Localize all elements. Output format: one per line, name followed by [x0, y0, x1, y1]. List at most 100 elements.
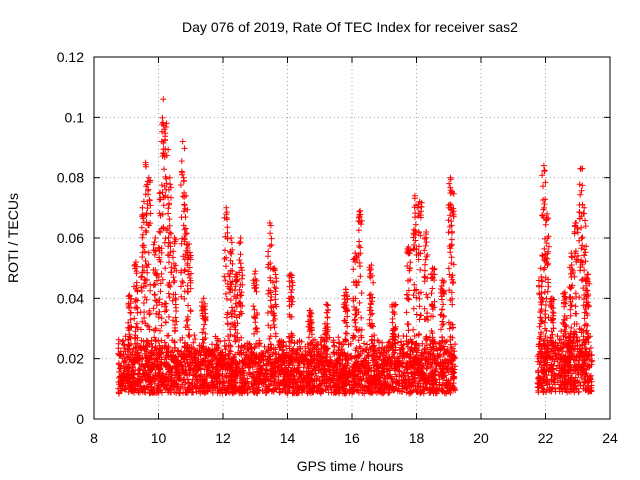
data-point — [573, 219, 580, 226]
data-point — [431, 338, 438, 345]
data-point — [424, 385, 431, 392]
data-point — [158, 337, 165, 344]
data-point — [577, 191, 584, 198]
data-point — [183, 345, 190, 352]
data-point — [311, 353, 318, 360]
data-point — [302, 343, 309, 350]
data-point — [558, 384, 565, 391]
data-point — [115, 336, 122, 343]
data-point — [138, 284, 145, 291]
data-point — [202, 330, 209, 337]
data-point — [125, 353, 132, 360]
data-point — [568, 338, 574, 345]
data-point — [331, 364, 338, 371]
data-point — [157, 366, 164, 373]
data-point — [572, 356, 579, 363]
data-point — [578, 245, 585, 252]
data-point — [187, 369, 194, 376]
data-point — [125, 319, 132, 326]
data-point — [541, 386, 548, 393]
data-point — [452, 363, 459, 370]
data-point — [421, 247, 428, 254]
data-point — [542, 361, 549, 368]
data-point — [306, 312, 313, 319]
data-point — [449, 382, 456, 389]
data-point — [155, 386, 162, 393]
data-point — [342, 336, 349, 343]
data-point — [162, 146, 169, 152]
data-point — [376, 353, 383, 359]
data-point — [423, 291, 430, 298]
data-point — [428, 364, 435, 371]
data-point — [146, 197, 153, 204]
data-point — [238, 344, 245, 351]
data-point — [205, 346, 212, 353]
data-point — [411, 287, 418, 294]
data-point — [225, 333, 231, 340]
data-point — [578, 235, 585, 242]
data-point — [288, 272, 295, 279]
data-point — [115, 385, 122, 392]
data-point — [214, 383, 221, 390]
data-point — [185, 268, 192, 275]
data-point — [541, 319, 548, 326]
data-point — [354, 360, 360, 367]
data-point — [344, 373, 350, 380]
data-point — [183, 317, 190, 324]
data-point — [201, 306, 208, 313]
data-point — [565, 376, 572, 383]
data-point — [368, 344, 375, 351]
data-point — [224, 385, 231, 391]
data-point — [180, 367, 187, 374]
data-point — [547, 354, 554, 361]
data-point — [389, 327, 396, 334]
data-point — [582, 249, 589, 256]
data-point — [393, 379, 400, 386]
data-point — [352, 323, 359, 330]
data-point — [330, 369, 337, 376]
data-point — [358, 377, 365, 384]
data-point — [235, 343, 242, 350]
data-point — [242, 380, 248, 387]
data-point — [572, 248, 579, 255]
data-point — [298, 371, 304, 378]
data-point — [165, 290, 172, 297]
data-point — [181, 226, 188, 233]
data-point — [267, 341, 274, 348]
data-point — [247, 363, 253, 370]
data-point — [236, 257, 243, 263]
data-point — [445, 360, 452, 366]
data-point — [568, 324, 575, 331]
data-point — [300, 364, 307, 371]
data-point — [358, 217, 365, 224]
data-point — [426, 381, 433, 388]
data-point — [286, 384, 293, 391]
data-point — [571, 273, 578, 280]
data-point — [181, 356, 188, 363]
data-point — [254, 328, 261, 335]
data-point — [144, 371, 151, 378]
data-point — [347, 340, 354, 347]
data-point — [320, 370, 327, 377]
data-point — [304, 390, 311, 397]
data-point — [369, 320, 375, 327]
data-point — [282, 386, 289, 393]
data-point — [186, 379, 193, 386]
data-point — [382, 376, 389, 383]
data-point — [160, 96, 167, 103]
data-point — [553, 352, 560, 359]
data-point — [221, 337, 228, 344]
data-point — [158, 315, 165, 322]
data-point — [419, 340, 426, 347]
data-point — [436, 340, 443, 347]
data-point — [197, 376, 204, 383]
data-point — [162, 124, 169, 130]
data-point — [369, 298, 375, 305]
data-point — [277, 355, 284, 362]
data-point — [214, 363, 221, 370]
data-point — [350, 386, 357, 393]
data-point — [424, 378, 431, 384]
data-point — [405, 353, 412, 360]
data-point — [158, 270, 165, 277]
data-point — [268, 365, 275, 372]
